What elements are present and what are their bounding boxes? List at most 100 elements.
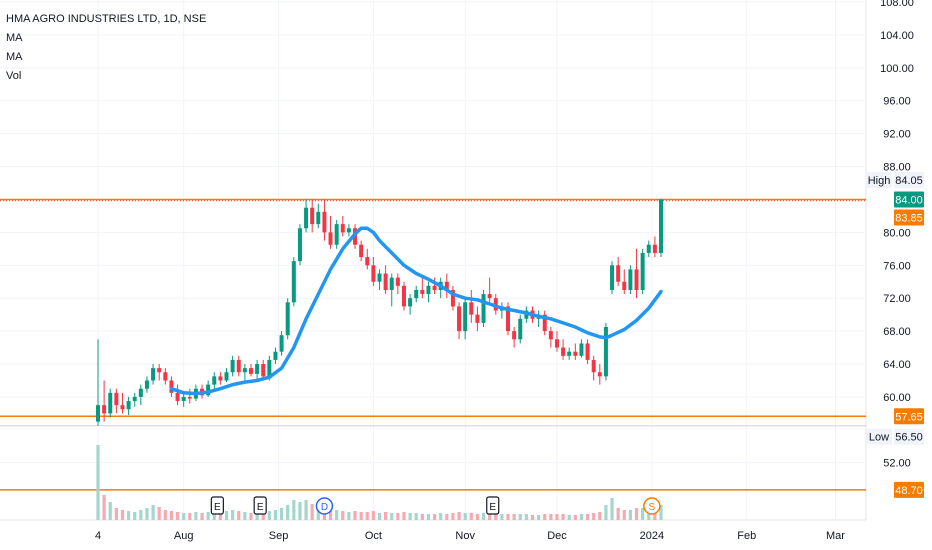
candle-body [261,364,266,377]
volume-bar [120,510,125,520]
x-tick-label: Sep [269,530,289,542]
volume-bar [298,502,302,520]
volume-bar [402,512,406,520]
y-tick-label: 100.00 [880,63,914,75]
volume-bar [286,505,290,520]
y-tick-label: 108.00 [880,0,914,9]
volume-bar [347,512,351,520]
volume-bar [610,498,614,520]
candle-body [469,302,474,315]
volume-bar [341,511,345,520]
high-value-bg [894,172,924,189]
volume-bar [549,514,553,520]
volume-bar [537,515,541,520]
candle-body [567,351,572,356]
volume-bar [469,513,473,520]
volume-bar [371,511,375,520]
hline-tag-48-bg [894,481,924,498]
volume-bar [182,513,186,520]
vol-legend[interactable]: Vol [6,70,22,82]
earnings-marker[interactable] [486,496,500,515]
candle-body [224,372,229,381]
x-tick-label: Nov [455,530,475,542]
hline-tag-48: 48.70 [895,485,923,497]
earnings-marker[interactable] [210,496,224,515]
volume-bar [616,508,620,520]
volume-bar [451,513,455,520]
price-axis[interactable]: 108.00 104.00 100.00 96.00 92.00 88.00 80.00 76… [880,0,914,470]
volume-bar [212,511,216,520]
volume-bar [592,513,596,520]
volume-bar [151,505,155,520]
hline-tag-57-bg [894,408,924,425]
candle-body [414,289,419,299]
volume-bar [518,514,522,520]
volume-bar [585,514,590,520]
candle-body [457,306,462,332]
volume-bar [335,510,339,520]
volume-bar [463,513,467,520]
event-label: E [489,502,496,513]
candle-body [561,347,566,356]
time-axis[interactable]: 4 Aug Sep Oct Nov Dec 2024 Feb Mar [95,530,845,542]
volume-bar [543,514,547,520]
chart-legend: HMA AGRO INDUSTRIES LTD, 1D, NSE MA MA V… [6,10,206,86]
candle-body [616,265,621,282]
event-label: D [321,502,328,513]
ma-legend-2[interactable]: MA [6,51,23,63]
earnings-marker[interactable] [253,496,267,515]
candle-body [591,359,596,373]
price-tags: High 84.05 84.00 83.85 57.65 48.70 Low 56.50 [866,172,924,498]
candle-body [236,359,241,373]
volume-bar [641,508,645,520]
volume-bar [316,507,320,520]
volume-bar [408,513,412,520]
candle-body [322,211,327,233]
volume-bar [353,511,357,520]
candle-body [120,405,125,410]
candle-body [518,318,523,340]
candle-body [426,285,431,295]
ma-legend-1[interactable]: MA [6,32,23,44]
volume-bar [604,505,608,520]
candle-body [267,359,272,377]
volume-bar [145,508,149,520]
volume-bar [445,514,449,520]
volume-bar [224,511,229,520]
volume-bar [169,511,174,520]
x-tick-label: Mar [826,530,845,542]
volume-bar [530,515,535,520]
high-label-bg [866,172,892,189]
volume-bar [96,445,100,520]
candle-body [481,294,486,323]
split-marker[interactable] [643,497,661,515]
low-label: Low [869,432,889,444]
volume-bar [439,513,443,520]
candle-body [579,343,584,356]
y-tick-label: 64.00 [883,359,911,371]
low-value-bg [894,428,924,445]
volume-bar [328,508,333,520]
candle-body [297,228,302,262]
horizontal-lines [0,198,866,491]
volume-bar [237,511,241,520]
volume-bar [573,515,577,520]
candle-body [652,244,657,253]
candle-body [603,326,608,377]
dividend-marker[interactable] [315,497,334,515]
symbol-title[interactable]: HMA AGRO INDUSTRIES LTD, 1D, NSE [6,13,207,25]
volume-bar [163,510,167,520]
volume-bar [561,514,565,520]
volume-bar [579,514,584,520]
volume-bar [506,514,510,520]
candlesticks [96,199,663,426]
volume-bar [481,513,486,520]
candle-body [157,368,162,373]
candle-body [285,302,290,336]
volume-bar [206,512,210,520]
high-value: 84.05 [895,175,923,187]
candle-body [255,364,260,374]
prev-close-tag: 83.85 [895,212,923,224]
